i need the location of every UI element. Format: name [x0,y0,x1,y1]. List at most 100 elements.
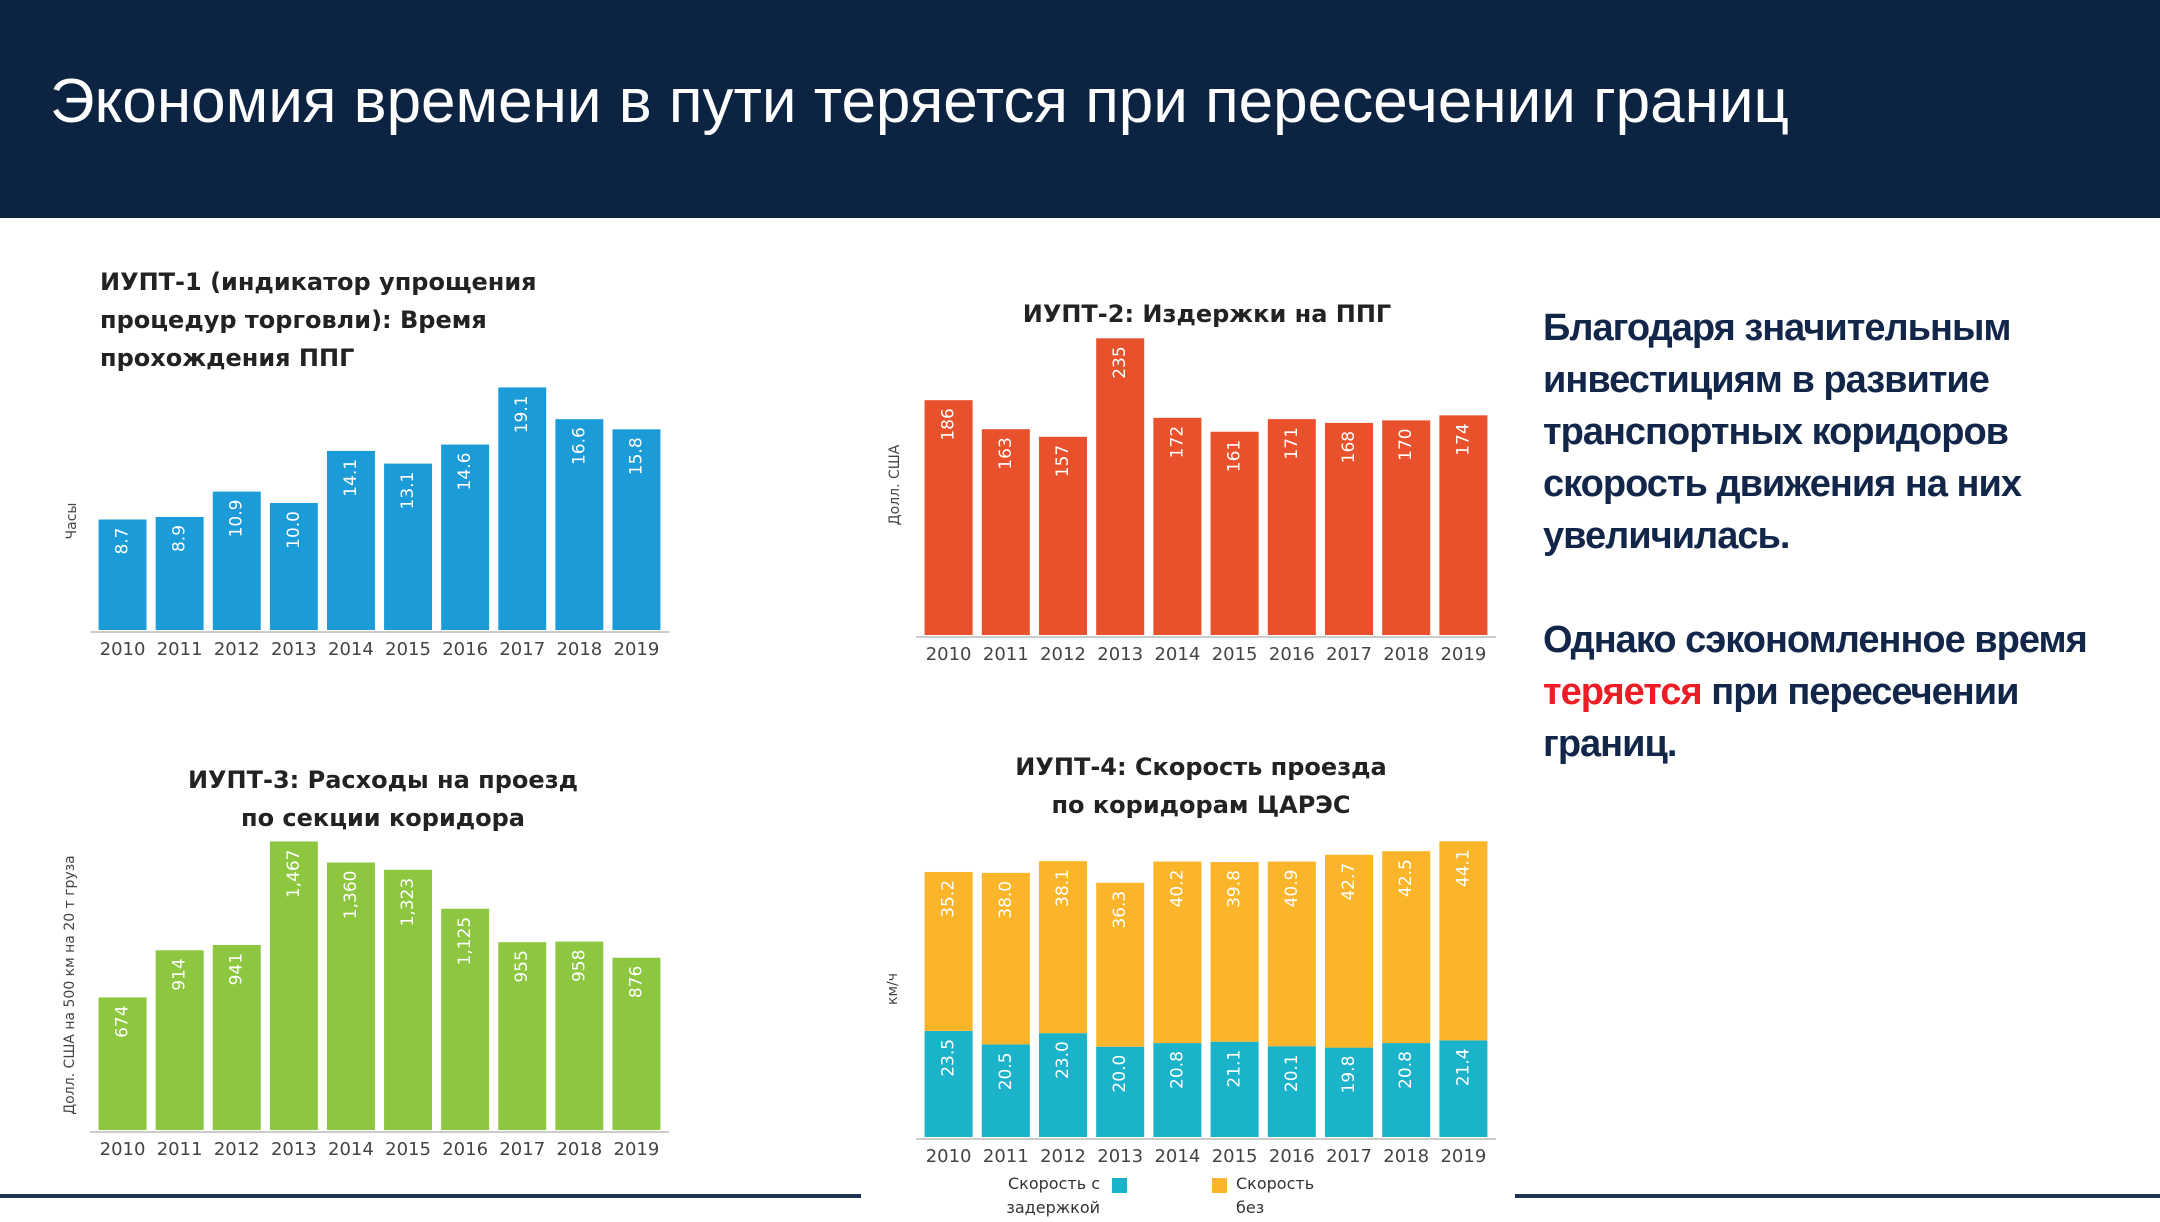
value-label: 16.6 [569,427,589,465]
text: Однако сэкономленное время [1543,619,2088,661]
bar-segment [981,1044,1030,1137]
x-tick-label: 2014 [328,639,374,660]
value-label: 42.5 [1396,859,1416,897]
x-tick-label: 2013 [271,639,317,660]
value-label: 15.8 [626,437,646,475]
bar [555,419,604,630]
value-label: 1,360 [341,871,361,920]
bar-segment [1038,1033,1088,1137]
legend-label: Скорость без задержки [1236,1174,1315,1217]
bar-segment [1210,862,1259,1042]
bar [612,429,661,630]
x-tick-label: 2015 [1212,1146,1258,1167]
x-tick-label: 2011 [983,1146,1029,1167]
bar-segment [1210,1041,1259,1137]
value-label: 235 [1110,346,1130,378]
x-tick-label: 2019 [614,639,660,660]
value-label: 20.0 [1110,1055,1130,1093]
header-bar: Экономия времени в пути теряется при пер… [0,0,2160,218]
chart-title: ИУПТ-1 (индикатор упрощения процедур тор… [100,268,537,372]
bar [1096,338,1145,635]
x-tick-label: 2010 [100,639,146,660]
value-label: 20.8 [1167,1051,1187,1089]
x-tick-label: 2013 [271,1139,317,1160]
bar [441,908,490,1130]
value-label: 23.0 [1053,1041,1073,1079]
bar-segment [1439,1040,1488,1137]
value-label: 958 [569,950,589,982]
x-tick-label: 2017 [499,1139,545,1160]
value-label: 36.3 [1110,891,1130,929]
value-label: 23.5 [939,1039,959,1077]
bar [98,519,147,630]
x-tick-label: 2017 [1326,644,1372,665]
value-label: 20.1 [1282,1054,1302,1092]
x-tick-label: 2010 [926,1146,972,1167]
value-label: 186 [939,408,959,440]
x-tick-label: 2018 [1383,644,1429,665]
x-tick-label: 2014 [1154,1146,1200,1167]
x-tick-label: 2012 [214,639,260,660]
bar [269,503,318,630]
x-tick-label: 2016 [442,1139,488,1160]
x-tick-label: 2012 [1040,644,1086,665]
bar [498,942,547,1130]
value-label: 174 [1453,423,1473,455]
value-label: 39.8 [1225,870,1245,908]
bar [924,400,973,635]
bar [1382,420,1431,635]
x-tick-label: 2010 [926,644,972,665]
highlight-text: теряется [1543,671,1703,713]
bar [155,516,204,630]
bar-segment [981,872,1030,1045]
bar [384,463,433,630]
chart-title: ИУПТ-4: Скорость проезда по коридорам ЦА… [1015,753,1387,819]
value-label: 955 [512,950,532,982]
bar-segment [1382,851,1431,1044]
bar [1210,431,1259,635]
value-label: 1,467 [284,849,304,898]
x-tick-label: 2019 [1440,644,1486,665]
value-label: 14.1 [341,459,361,497]
side-paragraph: Однако сэкономленное время теряется при … [1543,614,2143,770]
legend-swatch [1112,1178,1127,1193]
value-label: 44.1 [1453,849,1473,887]
legend-label: Скорость с задержкой [1006,1174,1100,1217]
bar [98,997,147,1130]
x-tick-label: 2018 [1383,1146,1429,1167]
bar-segment [1382,1043,1431,1137]
value-label: 10.9 [227,500,247,538]
x-tick-label: 2015 [385,1139,431,1160]
bar-segment [1439,841,1488,1041]
x-tick-label: 2015 [1212,644,1258,665]
x-tick-label: 2012 [214,1139,260,1160]
value-label: 35.2 [939,880,959,918]
value-label: 170 [1396,428,1416,460]
x-tick-label: 2013 [1097,1146,1143,1167]
value-label: 20.5 [996,1052,1016,1090]
x-tick-label: 2014 [328,1139,374,1160]
value-label: 20.8 [1396,1051,1416,1089]
bar-segment [1038,861,1088,1034]
x-tick-label: 2016 [1269,644,1315,665]
value-label: 876 [626,966,646,998]
value-label: 14.6 [455,453,475,491]
value-label: 172 [1167,426,1187,458]
bar-segment [1096,882,1145,1047]
bar-segment [1096,1046,1145,1137]
value-label: 1,323 [398,878,418,927]
bar [212,491,261,630]
bar-segment [1324,1047,1374,1137]
x-tick-label: 2019 [614,1139,660,1160]
value-label: 1,125 [455,917,475,966]
value-label: 13.1 [398,472,418,510]
value-label: 8.9 [170,525,190,552]
x-tick-label: 2013 [1097,644,1143,665]
bar-segment [1153,861,1202,1044]
bar [441,444,490,630]
x-tick-label: 2017 [499,639,545,660]
x-tick-label: 2015 [385,639,431,660]
slide-title: Экономия времени в пути теряется при пер… [50,67,1790,136]
